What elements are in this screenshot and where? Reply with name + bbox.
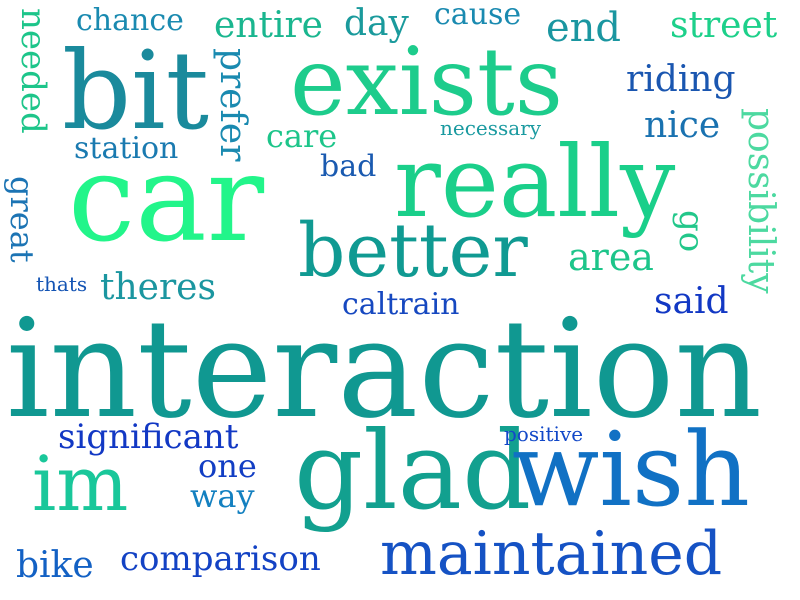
word-station: station [74, 131, 179, 166]
word-area: area [568, 235, 654, 279]
word-street: street [670, 5, 778, 46]
word-cause: cause [434, 0, 522, 32]
word-end: end [546, 5, 622, 51]
word-caltrain: caltrain [342, 287, 460, 322]
word-glad: glad [294, 409, 532, 534]
word-nice: nice [644, 105, 721, 146]
word-comparison: comparison [120, 539, 321, 579]
word-wish: wish [512, 411, 750, 530]
word-really: really [394, 126, 676, 240]
word-exists: exists [290, 28, 563, 137]
word-bit: bit [62, 29, 210, 154]
word-great: great [3, 176, 41, 263]
word-im: im [32, 439, 129, 528]
word-possibility: possibility [740, 108, 781, 294]
word-go: go [671, 210, 711, 253]
word-said: said [654, 281, 729, 322]
word-needed: needed [13, 8, 53, 134]
word-bad: bad [320, 149, 377, 184]
word-thats: thats [36, 272, 88, 296]
word-prefer: prefer [212, 48, 253, 162]
word-care: care [266, 117, 338, 155]
word-one: one [198, 447, 257, 485]
word-theres: theres [100, 267, 216, 308]
word-better: better [298, 208, 528, 294]
word-positive: positive [504, 422, 584, 446]
word-bike: bike [16, 545, 94, 586]
word-chance: chance [76, 3, 184, 38]
word-day: day [344, 3, 409, 44]
word-entire: entire [214, 5, 323, 46]
word-necessary: necessary [440, 116, 542, 140]
word-way: way [190, 477, 255, 515]
word-car: car [68, 130, 265, 269]
word-riding: riding [626, 59, 736, 100]
word-significant: significant [58, 417, 239, 457]
word-interaction: interaction [6, 291, 763, 449]
word-maintained: maintained [380, 519, 723, 589]
